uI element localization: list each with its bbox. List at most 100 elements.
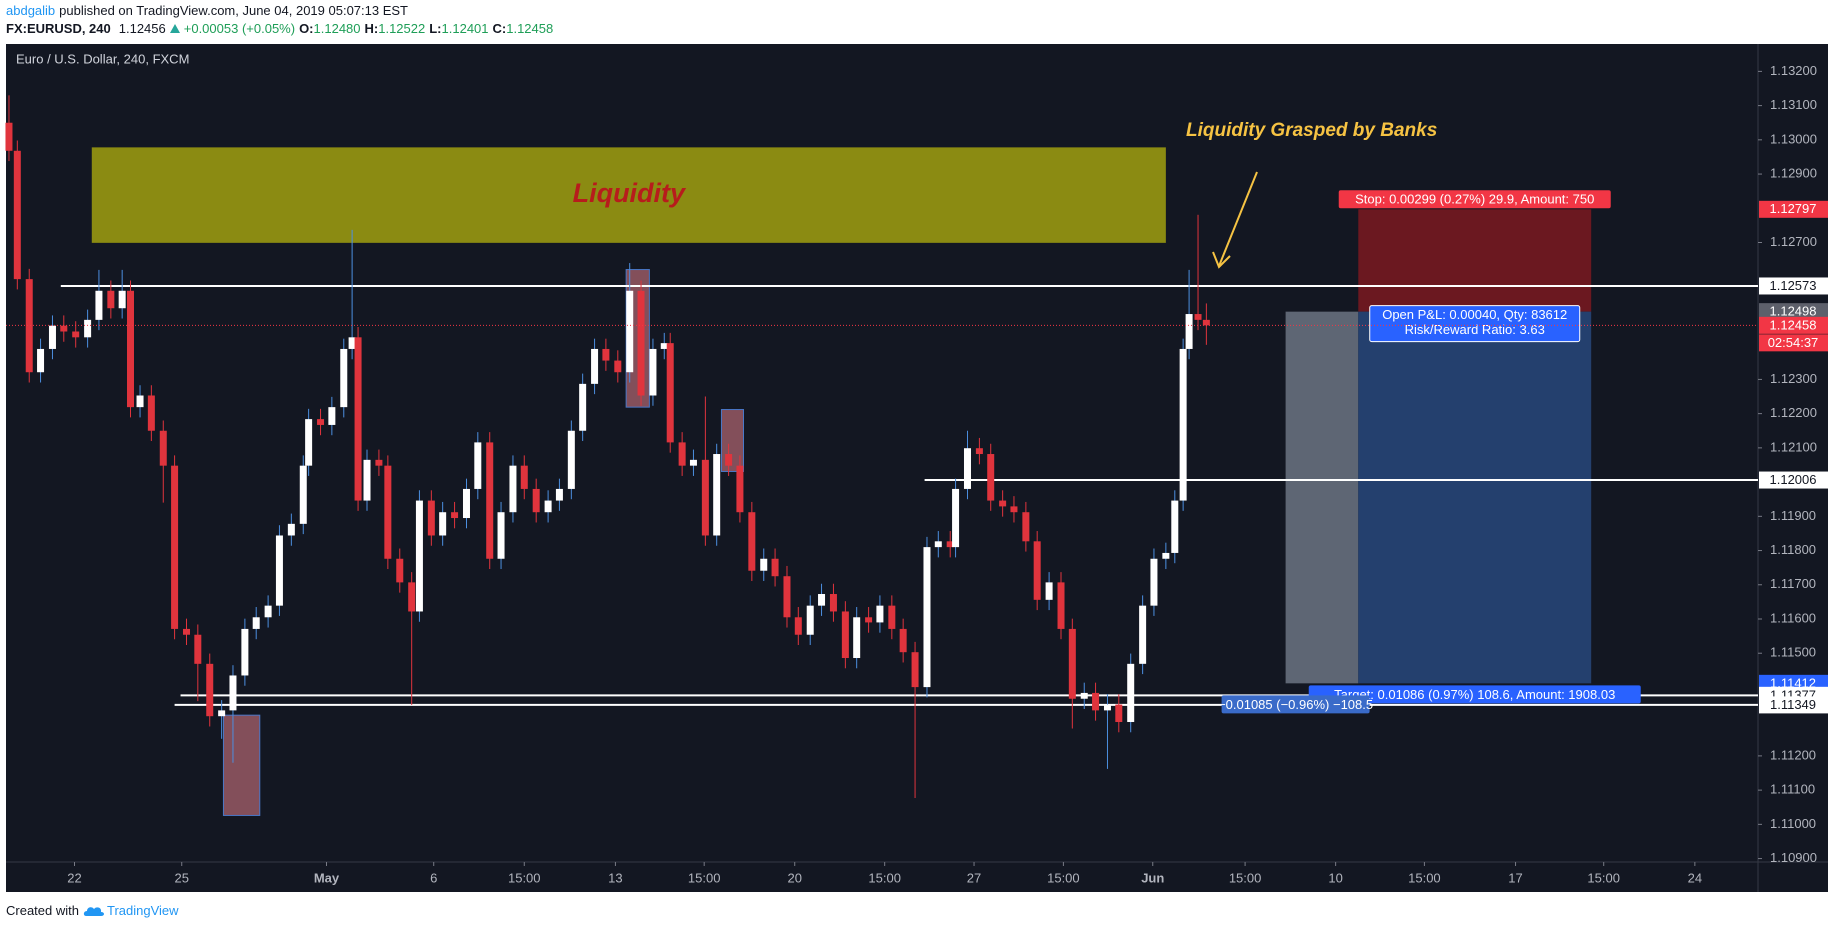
- candle-body: [1185, 314, 1193, 349]
- x-tick-label: 24: [1688, 870, 1702, 885]
- y-tick-label: 1.11100: [1770, 782, 1815, 797]
- price-tag: [1759, 277, 1828, 295]
- candle-body: [975, 448, 983, 455]
- candle-body: [818, 594, 826, 606]
- candle-body: [5, 122, 13, 151]
- candle-body: [614, 360, 622, 373]
- ohlc-key: L:: [429, 21, 442, 36]
- pnl-label: Risk/Reward Ratio: 3.63: [1405, 322, 1545, 337]
- candle-body: [748, 512, 756, 571]
- x-tick-label: 15:00: [688, 870, 721, 885]
- candle-body: [952, 488, 960, 548]
- price-tag: [1759, 471, 1828, 489]
- candle-body: [1202, 319, 1210, 326]
- y-tick-label: 1.11700: [1770, 576, 1816, 591]
- projection-box: [1285, 311, 1359, 684]
- candle-body: [1194, 314, 1202, 320]
- candle-body: [865, 617, 873, 623]
- stop-label-bg: [1338, 190, 1611, 209]
- price-tag-label: 1.12797: [1770, 201, 1817, 216]
- zone: [91, 147, 1166, 243]
- candle-body: [497, 512, 505, 559]
- candle-body: [544, 500, 552, 513]
- candle-body: [287, 523, 295, 536]
- price: 1.12456: [118, 21, 166, 36]
- candle-body: [375, 459, 383, 466]
- candle-body: [649, 348, 657, 396]
- price-tag: [1759, 696, 1828, 714]
- brand[interactable]: TradingView: [106, 903, 179, 918]
- candle-body: [999, 500, 1007, 507]
- candle-body: [305, 419, 313, 466]
- countdown: 02:54:37: [1768, 335, 1819, 350]
- candle-body: [363, 459, 371, 501]
- candle-body: [1033, 541, 1041, 600]
- header-line: FX:EURUSD, 240 1.12456 +0.00053 (+0.05%) O:…: [6, 20, 561, 38]
- candle-body: [1045, 582, 1053, 600]
- x-tick-label: 6: [430, 870, 437, 885]
- candle-body: [194, 634, 202, 664]
- candle-body: [509, 465, 517, 513]
- x-tick-label: 22: [67, 870, 81, 885]
- zone: [222, 714, 261, 816]
- candle-body: [13, 150, 21, 280]
- ohlc-value: 1.12401: [441, 21, 489, 36]
- ohlc-key: C:: [492, 21, 507, 36]
- y-tick-label: 1.12700: [1770, 234, 1817, 249]
- candle-body: [701, 459, 709, 536]
- candle-body: [1010, 506, 1018, 513]
- candle-body: [218, 710, 226, 717]
- projection-label: −0.01085 (−0.96%) −108.5: [1218, 697, 1373, 712]
- x-tick-label: 17: [1508, 870, 1522, 885]
- candle-body: [317, 419, 325, 425]
- stop-label: Stop: 0.00299 (0.27%) 29.9, Amount: 750: [1355, 192, 1594, 207]
- y-tick-label: 1.11800: [1770, 542, 1816, 557]
- annotation: Liquidity Grasped by Banks: [1186, 120, 1437, 141]
- target-box: [1358, 311, 1592, 684]
- y-tick-label: 1.11200: [1770, 747, 1816, 762]
- price-tag: [1759, 303, 1828, 321]
- candle-body: [1127, 663, 1135, 723]
- candle-body: [229, 675, 237, 711]
- candle-body: [486, 442, 494, 559]
- symbol: FX:EURUSD, 240: [6, 21, 111, 36]
- y-tick-label: 1.11600: [1770, 610, 1816, 625]
- y-tick-label: 1.11500: [1770, 645, 1816, 660]
- candle-body: [1057, 582, 1065, 629]
- x-tick-label: May: [314, 870, 340, 885]
- price-tag: [1759, 316, 1828, 334]
- candle-body: [713, 454, 721, 536]
- candle-body: [1080, 692, 1088, 699]
- footer: Created with TradingView: [6, 903, 179, 918]
- candle-body: [171, 465, 179, 629]
- candle-body: [1068, 628, 1076, 699]
- candle-body: [252, 617, 260, 629]
- price-tag-label: 1.12573: [1770, 278, 1817, 293]
- candle-body: [899, 628, 907, 653]
- candle-body: [147, 395, 155, 431]
- candle-body: [678, 442, 686, 466]
- candle-body: [1150, 558, 1158, 606]
- x-tick-label: 15:00: [1408, 870, 1441, 885]
- chart-title: Euro / U.S. Dollar, 240, FXCM: [16, 51, 189, 66]
- candle-body: [829, 594, 837, 612]
- change: +0.00053 (+0.05%): [183, 21, 296, 36]
- price-tag-label: 1.12498: [1770, 304, 1817, 319]
- candle-body: [1139, 605, 1147, 664]
- x-tick-label: 15:00: [508, 870, 541, 885]
- y-tick-label: 1.11000: [1770, 816, 1816, 831]
- pnl-label-bg: [1369, 305, 1581, 343]
- target-label-bg: [1308, 685, 1641, 704]
- candle-body: [439, 512, 447, 536]
- price-tag-label: 1.11412: [1770, 675, 1816, 690]
- y-tick-label: 1.12200: [1770, 405, 1817, 420]
- header: abdgalib published on TradingView.com, Ju…: [6, 2, 561, 38]
- x-tick-label: 15:00: [1587, 870, 1620, 885]
- ohlc-key: O:: [299, 21, 314, 36]
- candle-body: [637, 290, 645, 396]
- candle-body: [159, 430, 167, 466]
- candle-body: [689, 459, 697, 466]
- author: abdgalib: [6, 3, 56, 18]
- x-tick-label: Jun: [1141, 870, 1164, 885]
- price-tag-label: 1.11349: [1770, 697, 1816, 712]
